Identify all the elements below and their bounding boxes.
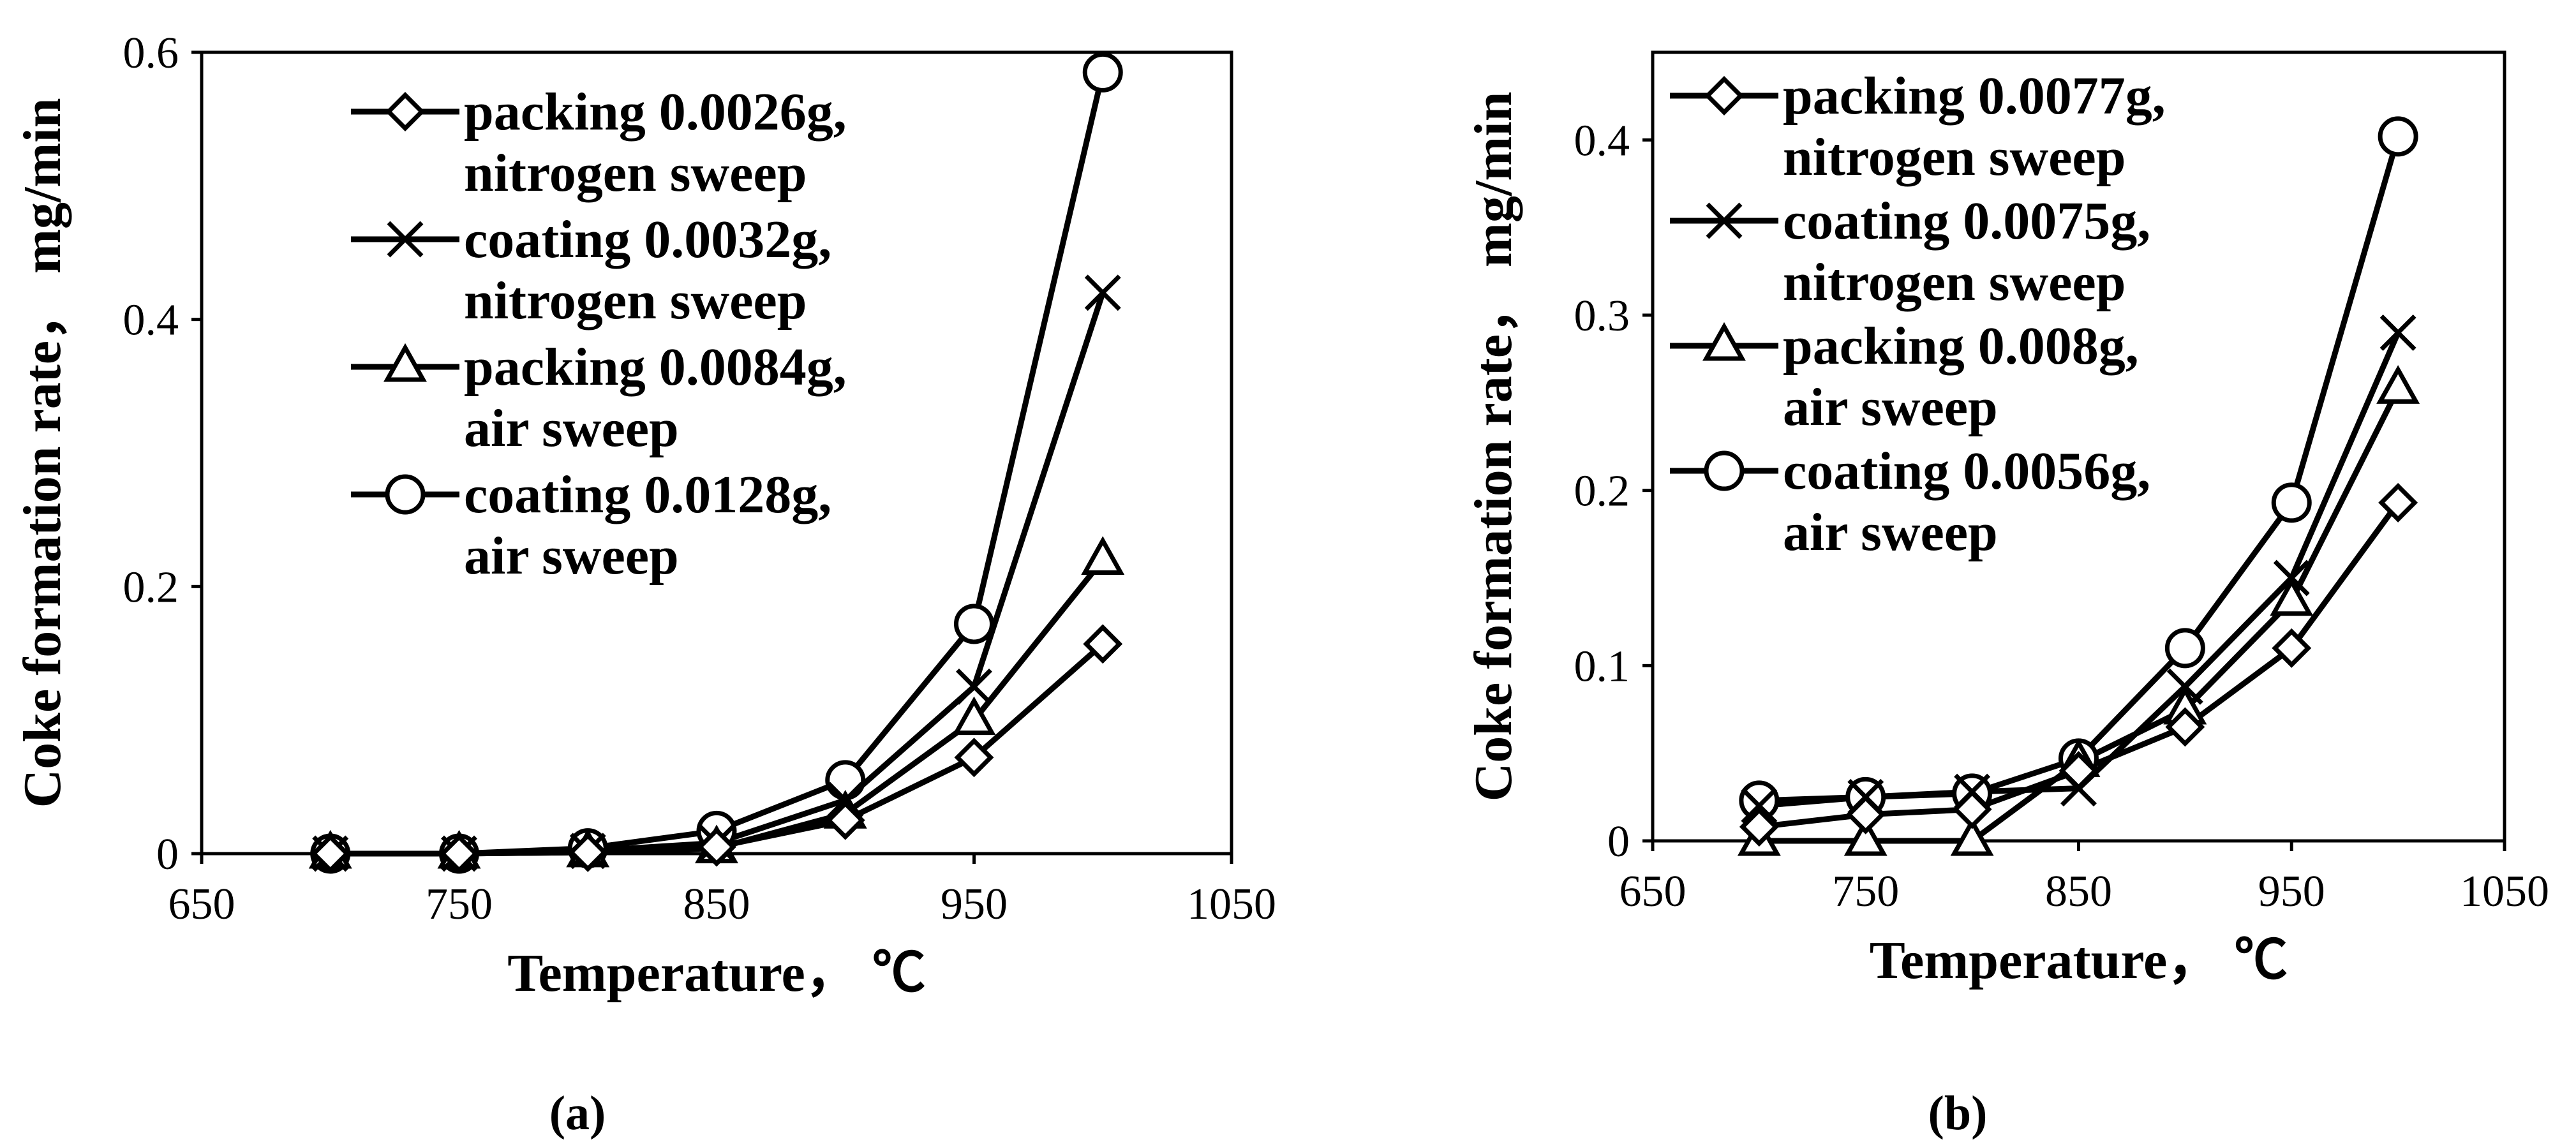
data-point-triangle	[952, 696, 996, 736]
legend-label: nitrogen sweep	[464, 144, 807, 203]
data-point-diamond	[439, 834, 479, 873]
data-point-diamond	[1845, 794, 1886, 834]
y-tick-label: 0.2	[123, 563, 179, 612]
legend-label: nitrogen sweep	[1783, 253, 2126, 312]
y-axis-title: Coke formation rate， mg/min	[13, 98, 72, 808]
legend-marker-triangle	[1702, 322, 1746, 361]
y-tick-label: 0.4	[1574, 116, 1630, 165]
legend-label: packing 0.0084g,	[464, 337, 847, 397]
x-tick-label: 850	[2045, 867, 2112, 916]
data-point-diamond	[2378, 482, 2418, 523]
y-tick-label: 0.4	[123, 296, 179, 345]
data-point-cross	[2379, 314, 2416, 351]
legend-label: coating 0.0075g,	[1783, 191, 2150, 251]
legend-label: coating 0.0128g,	[464, 465, 831, 524]
panel-caption: (a)	[549, 1086, 606, 1140]
x-tick-label: 950	[941, 880, 1008, 929]
data-point-circle	[2378, 116, 2418, 157]
y-tick-label: 0.3	[1574, 292, 1630, 341]
legend-label: packing 0.008g,	[1783, 316, 2139, 376]
legend-marker-triangle	[383, 343, 427, 382]
y-axis-title: Coke formation rate， mg/min	[1464, 92, 1523, 802]
data-point-triangle	[2376, 365, 2420, 404]
legend-marker-diamond	[385, 92, 425, 131]
data-point-cross	[2166, 668, 2203, 705]
data-point-circle	[1082, 52, 1123, 93]
data-point-diamond	[2059, 751, 2099, 791]
legend-label: packing 0.0077g,	[1783, 66, 2166, 126]
x-tick-label: 850	[683, 880, 750, 929]
chart-panel-a: 650 750 850 950 1050 0 0.2 0.4 0.6 Temperature， ℃…	[13, 29, 1276, 1140]
data-point-cross	[1084, 274, 1121, 311]
legend-label: nitrogen sweep	[464, 271, 807, 330]
data-point-diamond	[1739, 807, 1779, 847]
legend-label: air sweep	[1783, 378, 1998, 437]
data-point-circle	[2271, 482, 2312, 523]
y-tick-label: 0.1	[1574, 642, 1630, 691]
data-point-diamond	[2165, 707, 2205, 747]
data-point-triangle	[1081, 536, 1125, 575]
data-point-cross	[827, 782, 864, 819]
data-point-diamond	[1083, 624, 1123, 664]
data-point-triangle	[1843, 817, 1887, 856]
legend-marker-circle	[1704, 450, 1745, 491]
legend-label: coating 0.0056g,	[1783, 441, 2150, 501]
y-tick-label: 0.2	[1574, 467, 1630, 516]
data-point-cross	[956, 668, 992, 705]
legend-marker-circle	[385, 474, 426, 515]
data-point-diamond	[954, 738, 994, 778]
data-point-cross	[2273, 560, 2310, 597]
legend-label: coating 0.0032g,	[464, 210, 831, 269]
x-tick-label: 1050	[2460, 867, 2549, 916]
data-point-circle	[2164, 628, 2205, 669]
x-axis-title: Temperature， ℃	[507, 944, 926, 1003]
legend-label: packing 0.0026g,	[464, 82, 847, 142]
data-point-diamond	[310, 834, 350, 873]
legend-marker-diamond	[1704, 76, 1744, 115]
x-tick-label: 950	[2258, 867, 2325, 916]
data-point-circle	[954, 604, 994, 644]
legend-label: air sweep	[1783, 503, 1998, 562]
panel-caption: (b)	[1928, 1086, 1988, 1140]
x-tick-label: 650	[168, 880, 235, 929]
legend-marker-cross	[387, 221, 424, 258]
x-tick-label: 1050	[1187, 880, 1276, 929]
data-point-triangle	[1950, 817, 1994, 856]
legend-marker-cross	[1706, 202, 1743, 239]
x-tick-label: 650	[1619, 867, 1686, 916]
y-tick-label: 0	[156, 830, 179, 879]
data-point-diamond	[697, 827, 736, 867]
x-axis-title: Temperature， ℃	[1870, 931, 2288, 990]
legend-label: air sweep	[464, 399, 679, 458]
y-tick-label: 0	[1607, 817, 1630, 866]
data-point-triangle	[2270, 577, 2314, 616]
data-point-diamond	[825, 800, 865, 840]
x-tick-label: 750	[426, 880, 493, 929]
data-point-diamond	[568, 832, 608, 872]
x-tick-label: 750	[1832, 867, 1899, 916]
chart-panel-b: 650 750 850 950 1050 0 0.1 0.2 0.3 0.4 Temperature…	[1464, 50, 2549, 1140]
legend-label: nitrogen sweep	[1783, 128, 2126, 187]
data-point-diamond	[1952, 789, 1992, 829]
data-point-diamond	[2272, 628, 2312, 668]
y-tick-label: 0.6	[123, 29, 179, 78]
series-line-triangle	[330, 558, 1105, 857]
legend-label: air sweep	[464, 526, 679, 586]
data-point-cross	[1741, 787, 1778, 824]
